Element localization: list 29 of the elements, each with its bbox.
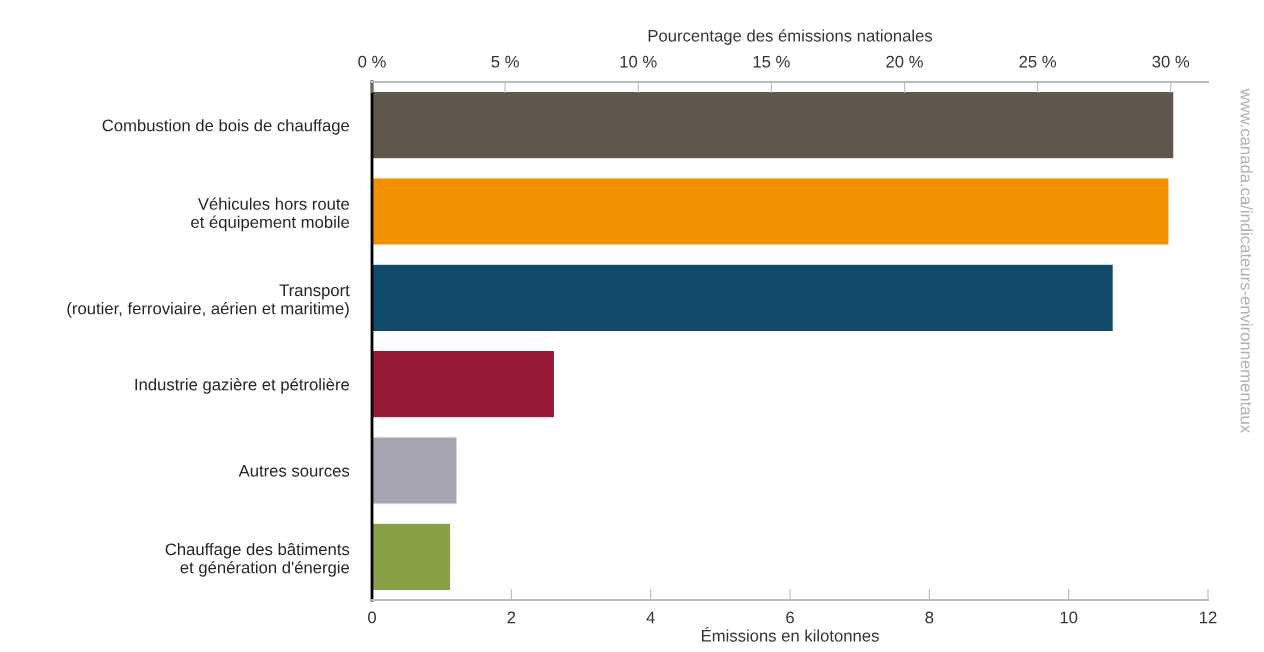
x2-tick-label: 30 % bbox=[1152, 55, 1190, 68]
y-tick-label: Véhicules hors route et équipement mobile bbox=[191, 197, 350, 232]
bar bbox=[372, 90, 1175, 160]
x-tick-label: 6 bbox=[786, 611, 794, 624]
x-tick-label: 4 bbox=[646, 611, 655, 624]
x-tick-label: 2 bbox=[507, 611, 516, 624]
x2-tick-label: 10 % bbox=[620, 55, 657, 68]
x2-tick-label: 25 % bbox=[1019, 55, 1057, 68]
y-tick-label: Autres sources bbox=[238, 465, 350, 477]
x-tick-label: 8 bbox=[925, 611, 934, 624]
x-tick-label: 12 bbox=[1200, 611, 1217, 624]
bar bbox=[372, 522, 452, 592]
bar bbox=[372, 436, 458, 505]
y-tick-label: Combustion de bois de chauffage bbox=[102, 119, 350, 135]
bar bbox=[372, 349, 556, 419]
x2-tick-label: 5 % bbox=[491, 55, 519, 68]
x2-tick-label: 20 % bbox=[886, 55, 923, 68]
x2-axis-title: Pourcentage des émissions nationales bbox=[648, 29, 933, 45]
x2-tick-label: 0 % bbox=[358, 55, 386, 68]
y-tick-label: Transport (routier, ferroviaire, aérien et maritime) bbox=[67, 284, 350, 318]
x2-tick-label: 15 % bbox=[753, 55, 790, 68]
bar bbox=[372, 263, 1114, 333]
y-tick-label: Industrie gazière et pétrolière bbox=[135, 378, 350, 394]
x-tick-label: 10 bbox=[1060, 611, 1078, 624]
text: www.canada.ca/indicateurs-environnementaux bbox=[1240, 88, 1253, 433]
x-tick-label: 0 bbox=[368, 611, 376, 624]
x-axis-title: Émissions en kilotonnes bbox=[701, 627, 879, 642]
bar bbox=[372, 177, 1170, 246]
y-tick-label: Chauffage des bâtiments et génération d'énergie bbox=[165, 542, 350, 577]
